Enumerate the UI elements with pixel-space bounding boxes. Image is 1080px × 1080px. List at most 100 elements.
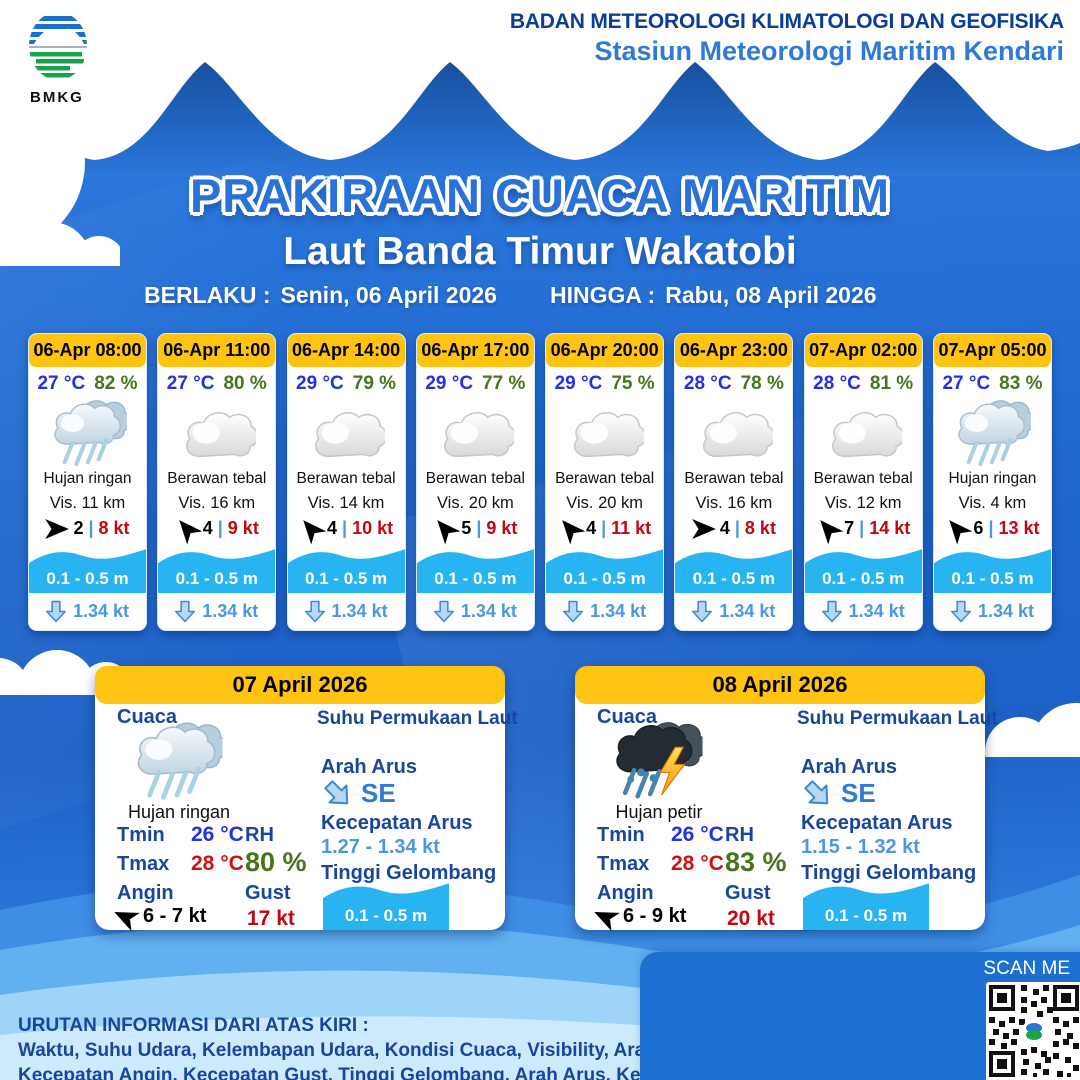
- weather-label: Cuaca: [597, 706, 658, 728]
- daily-date: 08 April 2026: [575, 666, 985, 704]
- wave-height-band: 0.1 - 0.5 m: [804, 546, 922, 593]
- current-direction-value: SE: [361, 778, 396, 808]
- wind-speed: 4: [202, 518, 213, 538]
- weather-condition: Hujan petir: [615, 802, 703, 822]
- weather-condition: Berawan tebal: [684, 470, 784, 487]
- weather-condition: Hujan ringan: [43, 470, 132, 487]
- current-row: 1.34 kt: [29, 593, 146, 630]
- tmin-value: 26 °C: [191, 823, 244, 846]
- wind-direction-icon: [110, 902, 140, 930]
- wind-row: 6 - 9 kt: [593, 905, 686, 928]
- current-direction-icon: [563, 599, 583, 624]
- wind-gust: 8 kt: [744, 518, 776, 538]
- visibility: Vis. 20 km: [436, 494, 514, 512]
- rh-value: 80 %: [245, 847, 307, 877]
- current-direction-value: SE: [841, 778, 876, 808]
- wind-row: 7 | 14 kt: [805, 518, 922, 539]
- current-row: 1.34 kt: [287, 593, 405, 630]
- current-direction-icon: [951, 599, 971, 624]
- wind-gust: 8 kt: [98, 518, 130, 538]
- wave-height-band: 0.1 - 0.5 m: [546, 546, 664, 593]
- weather-condition: Berawan tebal: [813, 470, 913, 487]
- wind-direction-icon: [942, 513, 973, 544]
- wind-speed-range: 6 - 7 kt: [143, 905, 207, 927]
- forecast-time: 06-Apr 23:00: [675, 334, 793, 367]
- wind-gust: 9 kt: [486, 518, 518, 538]
- current-speed-label: Kecepatan Arus: [321, 812, 473, 834]
- poster-title: PRAKIRAAN CUACA MARITIM: [189, 169, 891, 222]
- current-direction-icon: [434, 599, 454, 624]
- current-direction-icon: [305, 599, 325, 624]
- current-speed: 1.34 kt: [202, 601, 259, 621]
- wind-row: 4 | 8 kt: [675, 518, 792, 539]
- humidity: 81 %: [869, 373, 914, 394]
- wind-speed: 4: [327, 518, 338, 538]
- wind-speed: 5: [461, 518, 472, 538]
- current-direction-label: Arah Arus: [801, 756, 897, 778]
- rh-label: RH: [725, 824, 754, 846]
- visibility: Vis. 20 km: [566, 494, 643, 512]
- wind-direction-icon: [45, 519, 69, 539]
- wind-row: 2 | 8 kt: [29, 518, 146, 539]
- current-speed-label: Kecepatan Arus: [801, 812, 953, 834]
- weather-condition: Hujan ringan: [127, 802, 231, 822]
- wave-height-band: 0.1 - 0.5 m: [287, 546, 405, 593]
- wave-height-band: 0.1 - 0.5 m: [416, 546, 534, 593]
- wave-height-band: 0.1 - 0.5 m: [158, 546, 276, 593]
- wind-direction-icon: [813, 513, 844, 544]
- hourly-card: 06-Apr 20:00 29 °C 75 % Berawan tebal Vis…: [545, 333, 665, 631]
- valid-to-label: HINGGA :: [550, 282, 656, 308]
- weather-icon: [29, 396, 146, 470]
- current-row: 1.34 kt: [675, 593, 793, 630]
- wave-height: 0.1 - 0.5 m: [46, 569, 129, 588]
- visibility: Vis. 11 km: [49, 494, 126, 512]
- wind-gust: 11 kt: [611, 518, 652, 538]
- weather-condition: Hujan ringan: [948, 470, 1037, 487]
- current-row: 1.34 kt: [933, 593, 1051, 630]
- wind-direction-icon: [296, 513, 327, 544]
- qr-code: [986, 982, 1080, 1080]
- valid-from: BERLAKU : Senin, 06 April 2026: [144, 282, 497, 309]
- wind-label: Angin: [117, 882, 174, 904]
- wind-direction-icon: [555, 513, 586, 544]
- bmkg-logo: BMKG: [16, 6, 126, 106]
- current-direction-row: SE: [803, 778, 876, 809]
- wind-row: 4 | 11 kt: [546, 518, 663, 539]
- tmax-value: 28 °C: [671, 852, 724, 875]
- weather-condition: Berawan tebal: [555, 470, 655, 487]
- wave-height-band: 0.1 - 0.5 m: [29, 546, 146, 593]
- top-wave-decoration: [0, 62, 1080, 176]
- forecast-time: 06-Apr 17:00: [416, 334, 534, 367]
- agency-name: BADAN METEOROLOGI KLIMATOLOGI DAN GEOFIS…: [509, 10, 1064, 33]
- air-temperature: 29 °C: [554, 373, 603, 394]
- gust-label: Gust: [245, 882, 291, 904]
- visibility: Vis. 12 km: [824, 494, 902, 512]
- humidity: 78 %: [740, 373, 784, 394]
- current-speed-value: 1.15 - 1.32 kt: [801, 836, 920, 858]
- current-speed: 1.34 kt: [977, 601, 1034, 621]
- rh-label: RH: [245, 824, 274, 846]
- wave-height: 0.1 - 0.5 m: [304, 569, 388, 588]
- hourly-forecast-row: 06-Apr 08:00 27 °C 82 % Hujan ringan Vis.…: [28, 333, 1052, 631]
- tmin-value: 26 °C: [671, 823, 724, 846]
- weather-icon: [601, 720, 713, 802]
- wind-direction-icon: [430, 513, 461, 544]
- cloud-decoration: [0, 222, 120, 266]
- humidity: 82 %: [94, 373, 138, 394]
- weather-icon: [121, 720, 233, 802]
- wind-direction-icon: [692, 519, 716, 539]
- wind-row: 4 | 10 kt: [288, 518, 405, 539]
- weather-condition: Berawan tebal: [296, 470, 396, 487]
- visibility: Vis. 14 km: [307, 494, 385, 512]
- weather-condition: Berawan tebal: [167, 470, 267, 487]
- wind-speed: 2: [73, 518, 84, 538]
- wind-speed: 7: [844, 518, 855, 538]
- wave-height-band: 0.1 - 0.5 m: [933, 546, 1051, 593]
- current-row: 1.34 kt: [416, 593, 534, 630]
- wave-height: 0.1 - 0.5 m: [692, 569, 776, 588]
- wind-gust: 9 kt: [227, 518, 259, 538]
- wave-height: 0.1 - 0.5 m: [824, 906, 908, 925]
- air-temperature: 27 °C: [166, 373, 215, 394]
- wind-speed: 6: [973, 518, 984, 538]
